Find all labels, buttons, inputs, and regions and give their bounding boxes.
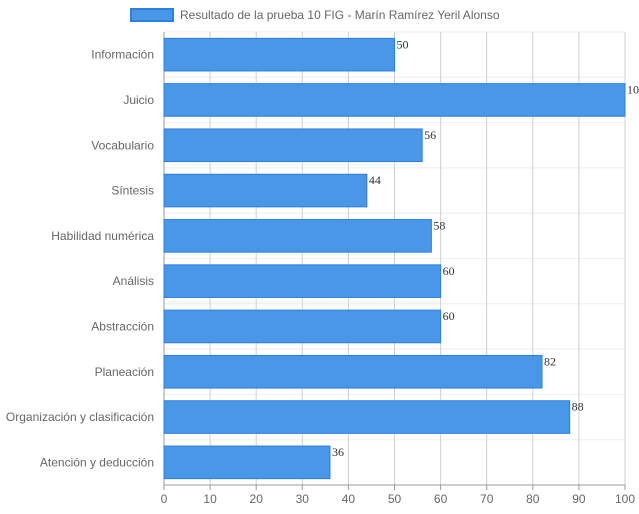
bar[interactable] — [163, 128, 423, 163]
x-tick-label: 90 — [572, 492, 586, 506]
bar[interactable] — [163, 400, 571, 434]
x-tick-label: 40 — [342, 492, 356, 506]
bar[interactable] — [163, 445, 331, 480]
bar[interactable] — [163, 173, 368, 208]
category-label: Síntesis — [111, 184, 154, 198]
data-label: 100 — [627, 83, 639, 97]
bar[interactable] — [163, 264, 442, 298]
category-label: Habilidad numérica — [51, 229, 154, 243]
data-label: 60 — [443, 309, 455, 323]
category-labels: Información Juicio Vocabulario Síntesis Habi… — [6, 48, 154, 470]
bar[interactable] — [163, 219, 432, 253]
bars — [163, 37, 626, 480]
category-label: Planeación — [95, 365, 154, 379]
x-tick-label: 10 — [203, 492, 217, 506]
data-label: 60 — [443, 264, 455, 278]
x-axis-tick-labels: 0 10 20 30 40 50 60 70 80 90 100 — [161, 492, 636, 506]
category-label: Organización y clasificación — [6, 410, 154, 424]
category-label: Abstracción — [91, 319, 154, 333]
category-label: Atención y deducción — [40, 455, 154, 469]
legend[interactable]: Resultado de la prueba 10 FIG - Marín Ra… — [130, 6, 500, 24]
bar[interactable] — [163, 83, 626, 117]
category-label: Análisis — [113, 274, 154, 288]
x-tick-label: 100 — [615, 492, 635, 506]
category-label: Vocabulario — [91, 138, 154, 152]
x-tick-label: 20 — [250, 492, 264, 506]
x-tick-label: 60 — [434, 492, 448, 506]
legend-series-name: Resultado de la prueba 10 FIG - Marín Ra… — [180, 8, 500, 22]
data-label: 82 — [544, 354, 556, 368]
x-tick-label: 30 — [296, 492, 310, 506]
category-label: Información — [91, 48, 154, 62]
x-tick-label: 70 — [480, 492, 494, 506]
x-tick-label: 0 — [161, 492, 168, 506]
bar[interactable] — [163, 37, 395, 72]
category-label: Juicio — [123, 93, 154, 107]
data-label: 50 — [397, 37, 409, 51]
data-label: 36 — [332, 445, 344, 459]
bar[interactable] — [163, 309, 442, 344]
data-label: 88 — [572, 400, 584, 414]
x-tick-label: 80 — [526, 492, 540, 506]
data-label: 44 — [369, 173, 381, 187]
data-labels: 50 100 56 44 58 60 60 82 88 36 — [332, 37, 639, 459]
bar[interactable] — [163, 354, 543, 389]
legend-swatch — [130, 8, 174, 22]
x-tick-label: 50 — [388, 492, 402, 506]
data-label: 58 — [433, 219, 445, 233]
data-label: 56 — [424, 128, 436, 142]
